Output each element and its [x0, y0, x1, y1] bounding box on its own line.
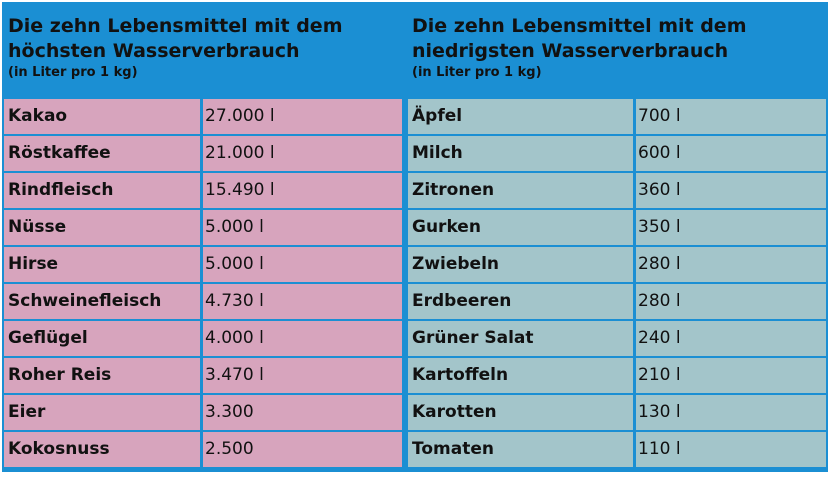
food-name-cell: Äpfel [408, 99, 633, 134]
highest-usage-title: Die zehn Lebensmittel mit dem höchsten W… [8, 15, 343, 62]
lowest-usage-title: Die zehn Lebensmittel mit dem niedrigste… [412, 15, 747, 62]
water-value-cell: 27.000 l [203, 99, 402, 134]
food-name-cell: Nüsse [4, 210, 200, 245]
lowest-usage-subtitle: (in Liter pro 1 kg) [412, 65, 542, 80]
water-value-cell: 2.500 [203, 432, 402, 467]
table-row: Gurken 350 l [406, 210, 828, 245]
table-row: Erdbeeren 280 l [406, 284, 828, 319]
table-row: Zitronen 360 l [406, 173, 828, 208]
table-row: Kokosnuss 2.500 [2, 432, 404, 467]
water-value-cell: 5.000 l [203, 247, 402, 282]
table-row: Rindfleisch 15.490 l [2, 173, 404, 208]
food-name-cell: Zwiebeln [408, 247, 633, 282]
food-name-cell: Zitronen [408, 173, 633, 208]
water-value-cell: 350 l [636, 210, 826, 245]
water-value-cell: 4.730 l [203, 284, 402, 319]
water-value-cell: 3.300 [203, 395, 402, 430]
food-name-cell: Tomaten [408, 432, 633, 467]
table-row: Karotten 130 l [406, 395, 828, 430]
highest-usage-header: Die zehn Lebensmittel mit dem höchsten W… [2, 2, 404, 90]
water-value-cell: 600 l [636, 136, 826, 171]
water-value-cell: 4.000 l [203, 321, 402, 356]
table-row: Röstkaffee 21.000 l [2, 136, 404, 171]
table-row: Schweinefleisch 4.730 l [2, 284, 404, 319]
table-row: Milch 600 l [406, 136, 828, 171]
water-value-cell: 700 l [636, 99, 826, 134]
food-name-cell: Rindfleisch [4, 173, 200, 208]
water-value-cell: 210 l [636, 358, 826, 393]
food-name-cell: Schweinefleisch [4, 284, 200, 319]
water-value-cell: 3.470 l [203, 358, 402, 393]
food-name-cell: Kartoffeln [408, 358, 633, 393]
highest-usage-column: Die zehn Lebensmittel mit dem höchsten W… [2, 2, 404, 472]
table-row: Zwiebeln 280 l [406, 247, 828, 282]
food-name-cell: Roher Reis [4, 358, 200, 393]
food-name-cell: Erdbeeren [408, 284, 633, 319]
table-row: Nüsse 5.000 l [2, 210, 404, 245]
water-value-cell: 240 l [636, 321, 826, 356]
water-value-cell: 280 l [636, 284, 826, 319]
food-name-cell: Milch [408, 136, 633, 171]
table-row: Kakao 27.000 l [2, 99, 404, 134]
table-row: Tomaten 110 l [406, 432, 828, 467]
food-name-cell: Kakao [4, 99, 200, 134]
water-value-cell: 360 l [636, 173, 826, 208]
food-name-cell: Grüner Salat [408, 321, 633, 356]
water-value-cell: 15.490 l [203, 173, 402, 208]
table-row: Geflügel 4.000 l [2, 321, 404, 356]
lowest-usage-column: Die zehn Lebensmittel mit dem niedrigste… [406, 2, 828, 472]
table-row: Grüner Salat 240 l [406, 321, 828, 356]
table-row: Roher Reis 3.470 l [2, 358, 404, 393]
food-name-cell: Eier [4, 395, 200, 430]
food-name-cell: Gurken [408, 210, 633, 245]
water-value-cell: 280 l [636, 247, 826, 282]
table-row: Kartoffeln 210 l [406, 358, 828, 393]
table-row: Äpfel 700 l [406, 99, 828, 134]
water-value-cell: 21.000 l [203, 136, 402, 171]
food-name-cell: Geflügel [4, 321, 200, 356]
table-row: Eier 3.300 [2, 395, 404, 430]
food-name-cell: Kokosnuss [4, 432, 200, 467]
food-name-cell: Karotten [408, 395, 633, 430]
water-value-cell: 5.000 l [203, 210, 402, 245]
table-row: Hirse 5.000 l [2, 247, 404, 282]
food-name-cell: Hirse [4, 247, 200, 282]
lowest-usage-header: Die zehn Lebensmittel mit dem niedrigste… [406, 2, 828, 90]
food-name-cell: Röstkaffee [4, 136, 200, 171]
highest-usage-subtitle: (in Liter pro 1 kg) [8, 65, 138, 80]
water-value-cell: 110 l [636, 432, 826, 467]
water-value-cell: 130 l [636, 395, 826, 430]
